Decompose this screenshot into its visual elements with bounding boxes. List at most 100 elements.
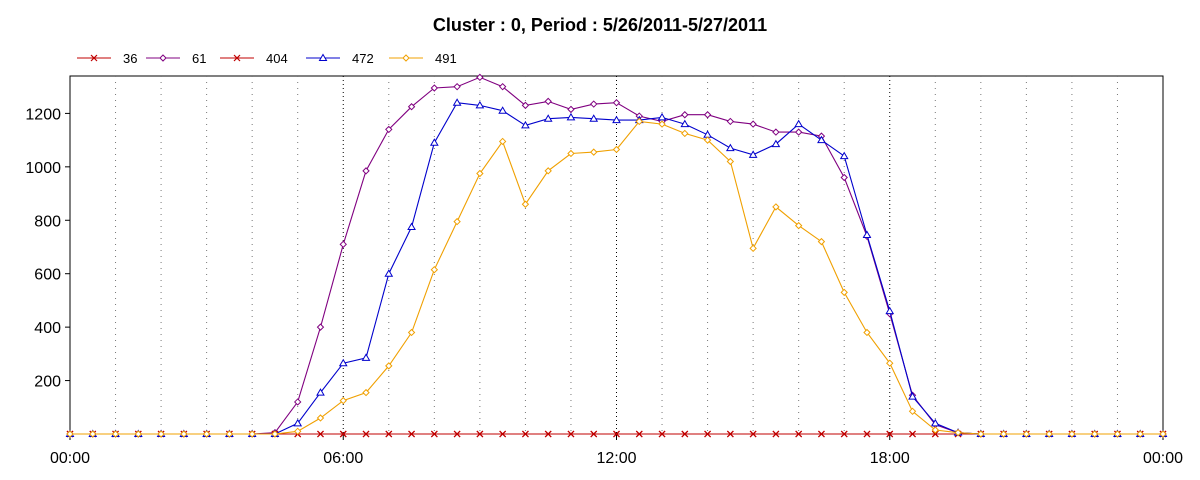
data-point — [453, 430, 461, 438]
data-point — [384, 269, 394, 277]
data-point — [772, 430, 780, 438]
x-tick-label: 18:00 — [870, 450, 910, 467]
data-point — [863, 328, 871, 337]
data-point — [931, 430, 939, 438]
data-point — [407, 328, 416, 337]
data-point — [293, 418, 303, 427]
series-group — [65, 73, 1168, 438]
data-point — [361, 353, 371, 361]
data-point — [233, 54, 241, 62]
data-point — [566, 112, 576, 121]
data-point — [681, 430, 689, 438]
data-point — [202, 430, 211, 438]
data-point — [294, 427, 302, 436]
data-point — [612, 145, 621, 154]
y-tick-label: 800 — [34, 213, 61, 230]
data-point — [930, 418, 940, 427]
data-point — [318, 53, 328, 61]
legend-item-36: 36 — [77, 51, 137, 66]
data-point — [612, 99, 621, 107]
data-point — [339, 396, 347, 405]
data-point — [1090, 430, 1099, 438]
data-point — [590, 148, 598, 156]
data-point — [407, 103, 416, 111]
data-point — [362, 430, 370, 438]
data-point — [772, 203, 780, 211]
data-point — [725, 143, 735, 152]
legend: 36 61 404 472 491 — [77, 51, 457, 66]
legend-label: 36 — [123, 51, 137, 66]
data-point — [521, 200, 530, 208]
data-point — [362, 388, 370, 397]
legend-label: 404 — [266, 51, 288, 66]
data-point — [680, 119, 690, 128]
data-point — [908, 407, 917, 415]
data-point — [703, 136, 712, 144]
data-point — [316, 388, 325, 396]
plot-area — [69, 75, 1164, 435]
data-point — [407, 222, 416, 230]
chart-title: Cluster : 0, Period : 5/26/2011-5/27/201… — [433, 15, 767, 35]
data-point — [1045, 430, 1053, 438]
data-point — [885, 306, 895, 315]
data-point — [954, 428, 962, 437]
data-point — [159, 54, 167, 62]
data-point — [476, 430, 484, 438]
data-point — [271, 430, 279, 438]
data-point — [817, 135, 826, 144]
data-point — [453, 217, 461, 226]
data-point — [840, 288, 848, 297]
data-point — [862, 230, 872, 238]
data-point — [886, 359, 894, 367]
data-point — [544, 167, 552, 175]
data-point — [794, 128, 803, 136]
data-point — [749, 120, 757, 128]
axes: 00:00 06:00 12:00 18:00 00:00 200 400 600 800 100… — [25, 106, 1183, 467]
x-tick-label: 00:00 — [50, 450, 90, 467]
data-point — [294, 398, 302, 406]
y-tick-label: 1200 — [25, 106, 61, 123]
data-point — [771, 139, 781, 148]
data-point — [1113, 430, 1122, 438]
data-point — [703, 111, 712, 119]
data-point — [908, 392, 917, 400]
legend-label: 472 — [352, 51, 374, 66]
data-point — [726, 117, 735, 126]
data-point — [316, 323, 325, 331]
data-point — [521, 120, 530, 129]
data-point — [681, 129, 689, 138]
data-point — [408, 430, 415, 438]
data-point — [635, 117, 643, 126]
y-tick-label: 200 — [34, 374, 61, 391]
data-point — [817, 237, 826, 246]
data-point — [840, 173, 848, 182]
data-point — [385, 362, 393, 370]
data-point — [498, 137, 507, 146]
legend-item-61: 61 — [146, 51, 206, 66]
data-point — [476, 169, 484, 178]
data-point — [248, 430, 256, 438]
data-point — [180, 430, 188, 438]
x-tick-label: 12:00 — [596, 450, 636, 467]
data-point — [89, 430, 97, 438]
legend-item-472: 472 — [306, 51, 374, 66]
data-point — [748, 150, 758, 158]
legend-item-404: 404 — [220, 51, 288, 66]
data-point — [66, 430, 74, 438]
data-point — [111, 430, 120, 438]
data-point — [589, 114, 599, 122]
x-tick-label: 00:00 — [1143, 450, 1183, 467]
data-point — [590, 100, 598, 108]
data-point — [839, 151, 849, 160]
data-point — [385, 430, 393, 438]
legend-item-491: 491 — [389, 51, 457, 66]
data-point — [1068, 430, 1076, 438]
data-point — [339, 430, 347, 438]
data-point — [909, 430, 916, 438]
data-point — [499, 430, 507, 438]
data-point — [453, 82, 461, 91]
data-point — [749, 430, 757, 438]
data-point — [90, 54, 98, 62]
data-point — [657, 112, 667, 121]
